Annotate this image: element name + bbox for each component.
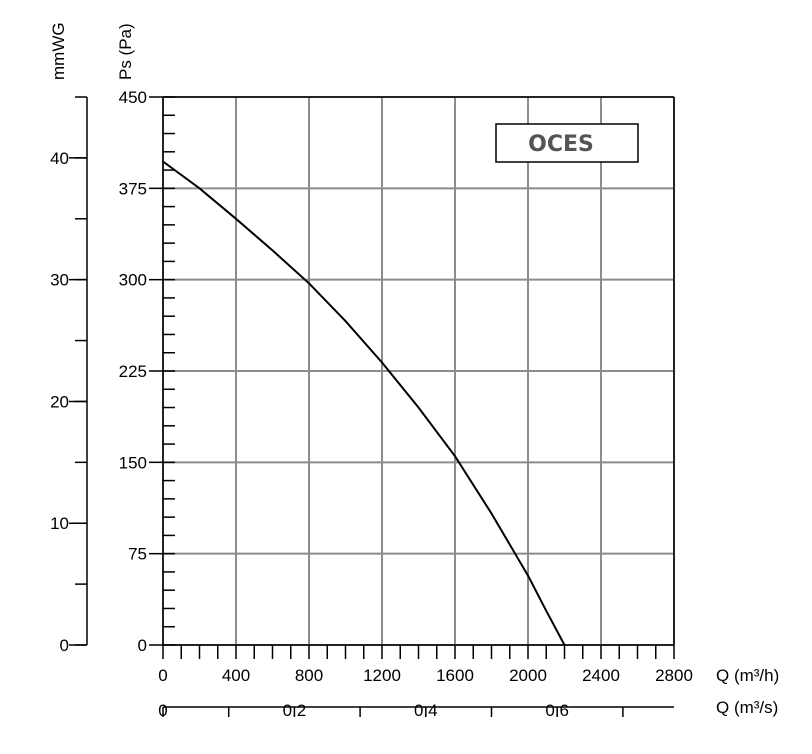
- mmwg-tick-label: 20: [50, 392, 69, 411]
- mmwg-tick-label: 0: [60, 636, 69, 655]
- ps-tick-label: 0: [138, 636, 147, 655]
- mmwg-axis-title: mmWG: [49, 22, 68, 80]
- ps-tick-label: 75: [128, 545, 147, 564]
- q-m3s-tick-label: 0.4: [414, 701, 438, 720]
- legend-box: OCES: [495, 123, 639, 163]
- q-m3s-tick-label: 0: [158, 701, 167, 720]
- x-axis-title: Q (m³/h): [716, 666, 779, 685]
- series-layer: [162, 160, 566, 646]
- legend-label: OCES: [528, 132, 594, 157]
- mmwg-tick-label: 30: [50, 271, 69, 290]
- q-m3h-tick-label: 800: [295, 666, 323, 685]
- ps-tick-label: 375: [119, 179, 147, 198]
- mmwg-tick-label: 10: [50, 514, 69, 533]
- mmwg-axis: 0 10 20 30 40: [50, 96, 88, 655]
- x2-axis-title: Q (m³/s): [716, 698, 778, 717]
- ps-tick-label: 225: [119, 362, 147, 381]
- q-m3h-tick-label: 400: [222, 666, 250, 685]
- q-m3s-tick-label: 0.6: [545, 701, 569, 720]
- ps-tick-label: 300: [119, 271, 147, 290]
- mmwg-tick-label: 40: [50, 149, 69, 168]
- q-m3h-tick-label: 1600: [436, 666, 474, 685]
- fan-curve-line: [162, 160, 566, 646]
- q-m3h-tick-label: 0: [158, 666, 167, 685]
- ps-axis-title: Ps (Pa): [116, 23, 135, 80]
- q-m3h-tick-label: 2000: [509, 666, 547, 685]
- grid: [162, 96, 675, 646]
- ps-tick-label: 150: [119, 453, 147, 472]
- q-m3s-tick-label: 0.2: [283, 701, 307, 720]
- q-m3h-axis: 0 400 800 1200 1600 2000 2400 2800: [158, 645, 693, 685]
- ps-axis: 0 75 150 225 300 375 450: [119, 88, 175, 655]
- q-m3h-tick-label: 2400: [582, 666, 620, 685]
- q-m3h-tick-label: 2800: [655, 666, 693, 685]
- q-m3s-axis: 0 0.2 0.4 0.6: [158, 701, 674, 720]
- q-m3h-tick-label: 1200: [363, 666, 401, 685]
- ps-tick-label: 450: [119, 88, 147, 107]
